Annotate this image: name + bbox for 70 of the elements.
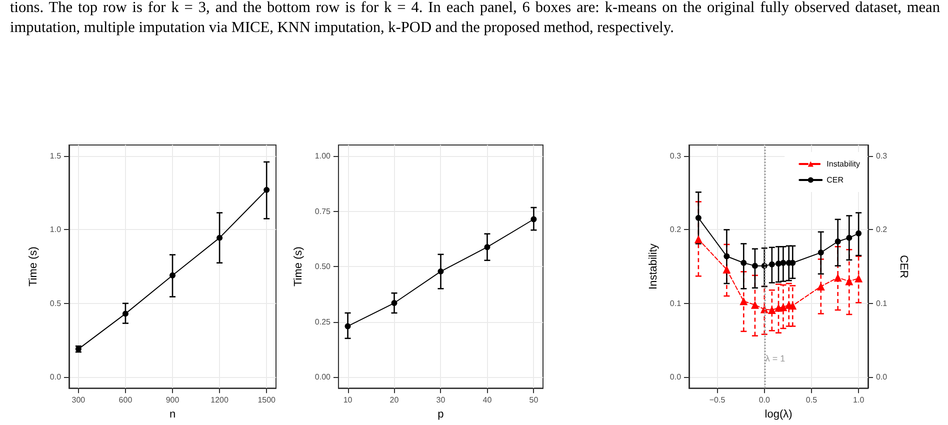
legend-label: Instability bbox=[826, 160, 860, 168]
y-tick-label: 1.5 bbox=[50, 152, 62, 161]
x-tick-label: 10 bbox=[343, 396, 353, 405]
point bbox=[834, 274, 842, 282]
x-axis-title: n bbox=[169, 408, 176, 420]
y2-axis-title: CER bbox=[898, 254, 910, 278]
y-tick-label: 0.25 bbox=[314, 317, 332, 326]
point bbox=[834, 238, 841, 244]
point bbox=[122, 310, 128, 317]
point bbox=[216, 234, 223, 241]
x-tick-label: 1.0 bbox=[853, 396, 865, 405]
point bbox=[776, 260, 782, 267]
point bbox=[780, 260, 786, 266]
x-axis-title: p bbox=[438, 408, 444, 420]
x-tick-label: 900 bbox=[166, 396, 180, 405]
text: tions. The top row is for k = 3, and the bottom row is for k = 4. In each panel, 6 boxes are: k-means on the original fully observed dataset, mean imputation, multiple imputation via MICE, KNN imputation, k-POD and the proposed method, respectively. bbox=[10, 0, 940, 38]
y2-tick-label: 0.0 bbox=[876, 372, 888, 382]
point bbox=[788, 302, 797, 310]
y-tick-label: 1.0 bbox=[50, 225, 62, 234]
y-tick-label: 0.0 bbox=[50, 372, 62, 382]
y-tick-label: 1.00 bbox=[314, 152, 332, 161]
x-tick-label: 30 bbox=[436, 396, 446, 405]
point bbox=[856, 230, 862, 236]
x-tick-label: 300 bbox=[72, 396, 86, 405]
x-tick-label: −0.5 bbox=[709, 396, 726, 405]
point bbox=[740, 260, 747, 266]
x-tick-label: 0.5 bbox=[806, 396, 818, 405]
y-tick-label: 0.75 bbox=[314, 206, 332, 216]
point bbox=[170, 272, 176, 278]
x-tick-label: 1500 bbox=[258, 396, 276, 405]
point bbox=[344, 323, 351, 330]
point bbox=[768, 261, 775, 268]
x-tick-label: 600 bbox=[118, 396, 133, 405]
x-tick-label: 1200 bbox=[210, 396, 229, 405]
x-tick-label: 40 bbox=[482, 396, 492, 405]
y-axis-title: Time (s) bbox=[28, 246, 40, 287]
y2-tick-label: 0.2 bbox=[876, 225, 888, 234]
point bbox=[438, 268, 444, 274]
y-tick-label: 0.50 bbox=[314, 262, 332, 272]
point bbox=[752, 262, 758, 269]
point bbox=[854, 274, 863, 282]
x-tick-label: 50 bbox=[529, 396, 539, 405]
point bbox=[722, 265, 731, 274]
point bbox=[846, 234, 852, 241]
point bbox=[695, 214, 702, 221]
y-tick-label: 0.3 bbox=[670, 152, 682, 161]
y-tick-label: 0.5 bbox=[50, 298, 62, 308]
y-axis-title: Instability bbox=[648, 243, 660, 290]
point bbox=[484, 244, 490, 250]
y-tick-label: 0.2 bbox=[670, 225, 682, 234]
y-axis-title: Time (s) bbox=[292, 246, 304, 287]
point bbox=[750, 300, 759, 309]
y-tick-label: 0.1 bbox=[670, 298, 682, 308]
y-tick-label: 0.00 bbox=[314, 372, 332, 382]
x-tick-label: 0.0 bbox=[758, 396, 770, 405]
y2-tick-label: 0.3 bbox=[876, 152, 888, 161]
point bbox=[818, 250, 824, 256]
x-tick-label: 20 bbox=[390, 396, 400, 405]
point bbox=[264, 186, 270, 193]
annotation: λ = 1 bbox=[765, 354, 786, 364]
y2-tick-label: 0.1 bbox=[876, 298, 888, 308]
x-axis-title: log(λ) bbox=[764, 408, 792, 420]
point bbox=[724, 253, 730, 260]
point bbox=[740, 297, 748, 306]
point bbox=[530, 216, 537, 222]
y-tick-label: 0.0 bbox=[670, 372, 682, 382]
point bbox=[768, 306, 776, 314]
point bbox=[391, 300, 398, 306]
point bbox=[845, 277, 854, 286]
legend-label: CER bbox=[826, 176, 844, 184]
